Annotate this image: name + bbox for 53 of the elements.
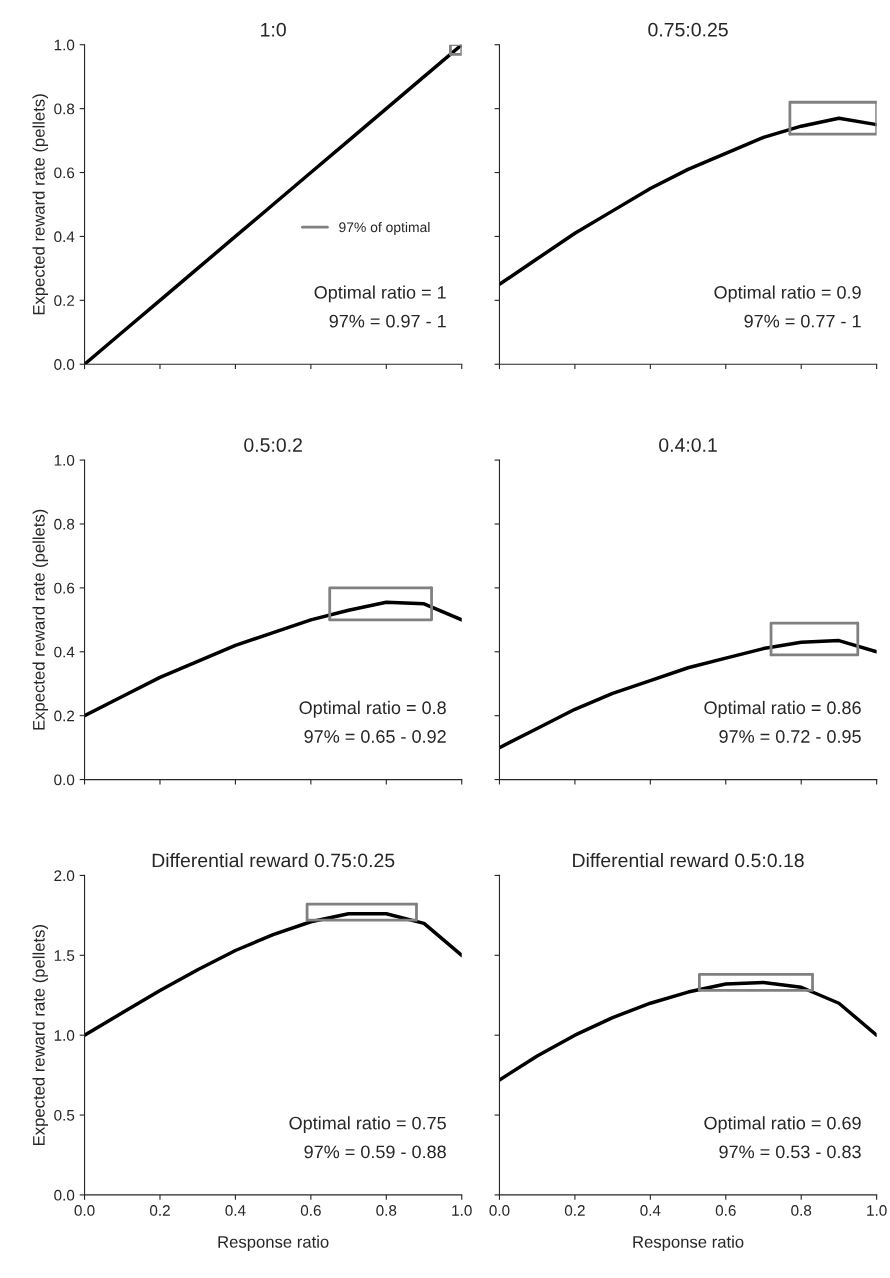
y-tick-label: 0.8 — [54, 103, 75, 115]
annotation: 97% = 0.77 - 1 — [744, 314, 861, 328]
annotation: 97% = 0.53 - 0.83 — [719, 1145, 861, 1159]
y-tick-label: 0.6 — [54, 167, 75, 179]
y-tick-label: 0.0 — [54, 359, 75, 370]
chart-title: 0.75:0.25 — [648, 22, 728, 37]
x-tick-label: 0.4 — [640, 1205, 661, 1216]
y-tick-label: 0.0 — [54, 1189, 75, 1201]
x-axis-title: Response ratio — [633, 1235, 744, 1252]
y-tick-label: 0.0 — [54, 774, 75, 786]
x-tick-label: 0.2 — [149, 1205, 170, 1216]
y-tick-label: 0.8 — [54, 518, 75, 530]
x-tick-label: 0.2 — [564, 1205, 585, 1216]
annotation: 97% = 0.65 - 0.92 — [304, 730, 446, 743]
y-tick-label: 0.4 — [54, 646, 75, 658]
annotation: 97% = 0.97 - 1 — [329, 314, 446, 328]
x-axis-title: Response ratio — [218, 1235, 329, 1252]
y-tick-label: 0.6 — [54, 582, 75, 594]
chart-title: 0.4:0.1 — [659, 438, 717, 452]
x-tick-label: 0.6 — [300, 1205, 321, 1216]
x-tick-label: 0.6 — [715, 1205, 736, 1216]
y-tick-label: 2.0 — [54, 870, 75, 882]
annotation: Optimal ratio = 0.69 — [704, 1116, 861, 1134]
chart-title: 0.5:0.2 — [244, 438, 302, 452]
x-tick-label: 0.0 — [489, 1205, 510, 1216]
x-tick-label: 0.8 — [791, 1205, 812, 1216]
annotation: Optimal ratio = 0.9 — [714, 285, 861, 303]
y-axis-title: Expected reward rate (pellets) — [32, 94, 49, 315]
chart-title: Differential reward 0.75:0.25 — [152, 853, 395, 868]
y-tick-label: 1.0 — [54, 1030, 75, 1041]
y-tick-label: 1.0 — [54, 39, 75, 51]
legend-label: 97% of optimal — [339, 221, 430, 235]
x-tick-label: 1.0 — [452, 1205, 472, 1216]
x-tick-label: 1.0 — [867, 1205, 887, 1216]
annotation: Optimal ratio = 1 — [314, 285, 446, 303]
chart-title: 1:0 — [261, 22, 286, 37]
x-tick-label: 0.8 — [376, 1205, 397, 1216]
y-tick-label: 0.2 — [54, 295, 75, 307]
y-axis-title: Expected reward rate (pellets) — [32, 925, 49, 1145]
y-axis-title: Expected reward rate (pellets) — [32, 509, 49, 730]
y-tick-label: 0.5 — [54, 1109, 75, 1121]
y-tick-label: 0.2 — [54, 710, 75, 722]
y-tick-label: 1.5 — [54, 950, 75, 961]
chart-title: Differential reward 0.5:0.18 — [573, 853, 804, 868]
y-tick-label: 1.0 — [54, 454, 75, 466]
x-tick-label: 0.0 — [74, 1205, 95, 1216]
annotation: Optimal ratio = 0.86 — [704, 700, 861, 718]
annotation: Optimal ratio = 0.75 — [289, 1116, 446, 1134]
annotation: Optimal ratio = 0.8 — [299, 700, 446, 718]
annotation: 97% = 0.59 - 0.88 — [304, 1145, 446, 1159]
x-tick-label: 0.4 — [225, 1205, 246, 1216]
y-tick-label: 0.4 — [54, 231, 75, 243]
annotation: 97% = 0.72 - 0.95 — [719, 730, 861, 743]
